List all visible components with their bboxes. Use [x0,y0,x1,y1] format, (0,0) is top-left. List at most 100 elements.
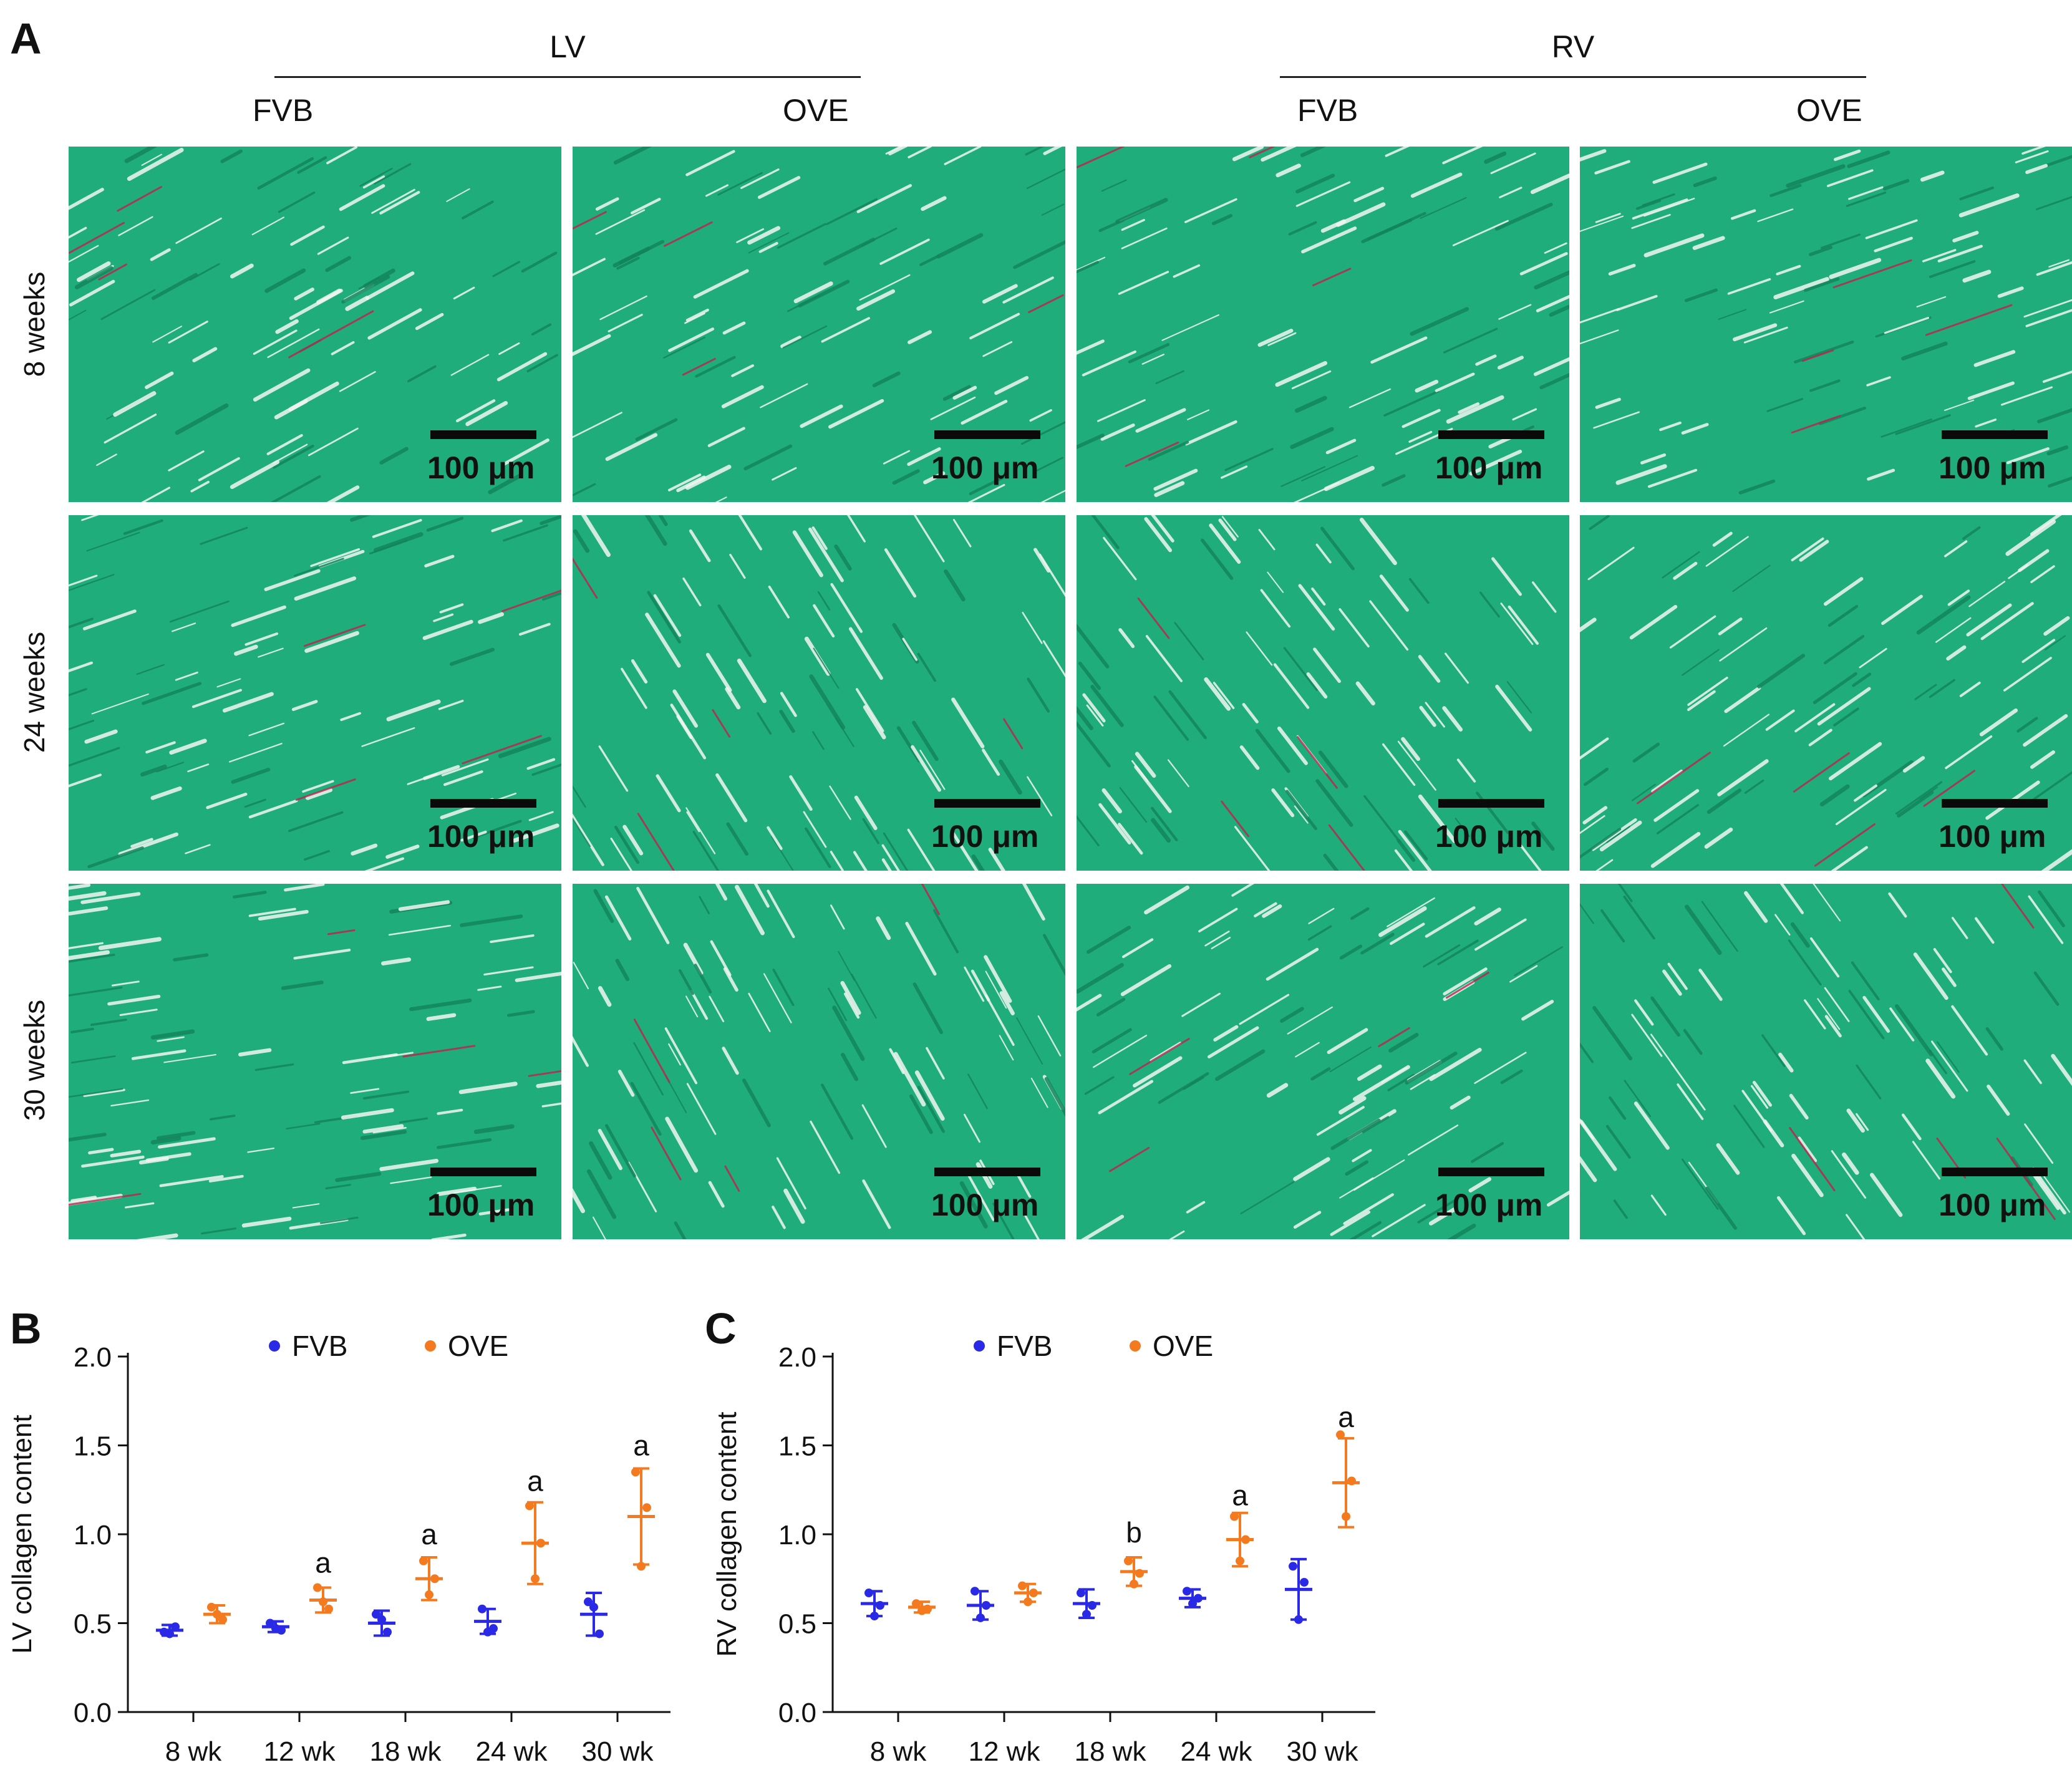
scale-bar-label: 100 μm [1435,1188,1543,1222]
data-point-fvb [1194,1594,1203,1603]
data-point-ove [917,1606,926,1615]
data-point-ove [324,1604,333,1613]
micrograph-rv-ove-30-weeks: 100 μm [1580,884,2072,1239]
data-point-ove [1029,1589,1038,1598]
legend-marker-ove [425,1340,436,1352]
y-tick-label: 0.0 [74,1698,112,1728]
data-point-fvb [171,1622,180,1632]
data-point-ove [419,1556,428,1565]
significance-label: a [1232,1479,1248,1511]
significance-label: a [633,1429,649,1462]
significance-label: a [1338,1401,1354,1433]
scale-bar [1438,799,1544,808]
y-tick-label: 1.0 [74,1520,112,1550]
legend-marker-fvb [269,1340,280,1352]
data-point-ove [218,1615,227,1624]
row-label-8-weeks: 8 weeks [18,271,51,377]
data-point-fvb [1082,1610,1091,1619]
data-point-ove [631,1468,640,1477]
data-point-fvb [864,1589,873,1598]
row-label-24-weeks: 24 weeks [18,631,51,753]
y-tick-label: 1.0 [778,1520,816,1550]
column-label-rv-ove: OVE [1796,93,1862,128]
data-point-ove [1347,1476,1356,1486]
column-label-lv-ove: OVE [783,93,849,128]
data-point-ove [1236,1556,1244,1565]
micrograph-rv-fvb-24-weeks: 100 μm [1077,515,1569,871]
y-tick-label: 1.5 [778,1431,816,1462]
y-tick-label: 0.5 [74,1609,112,1640]
significance-label: b [1126,1516,1142,1549]
chart-rv-svg: 0.0 0.5 1.0 1.5 2.0 RV collagen content 8 wk 12… [712,1330,1375,1767]
data-point-fvb [383,1627,392,1637]
legend-marker-fvb [974,1340,985,1352]
column-label-rv-fvb: FVB [1297,93,1358,128]
data-point-ove [430,1574,439,1584]
micrograph-rv-fvb-8-weeks: 100 μm [1077,147,1569,502]
data-point-fvb [372,1610,380,1619]
scale-bar [430,799,536,808]
micrograph-lv-ove-30-weeks: 100 μm [573,884,1065,1239]
data-point-ove [637,1562,646,1571]
data-point-fvb [595,1629,604,1638]
micrograph-lv-fvb-24-weeks: 100 μm [69,515,561,871]
data-point-ove [525,1501,534,1511]
legend-marker-ove [1130,1340,1141,1352]
data-point-fvb [266,1618,274,1628]
data-point-fvb [165,1629,174,1638]
group-rule-rv [1280,76,1866,78]
group-label-lv: LV [549,29,586,64]
scale-bar [430,430,536,439]
legend-label-fvb: FVB [292,1330,347,1362]
scale-bar-label: 100 μm [931,450,1039,485]
scale-bar [934,799,1040,808]
data-point-fvb [1188,1599,1197,1608]
data-point-fvb [876,1601,884,1610]
y-tick-label: 2.0 [74,1342,112,1373]
data-point-fvb [377,1615,386,1624]
data-point-fvb [1289,1562,1297,1571]
data-point-fvb [271,1624,280,1633]
scale-bar-label: 100 μm [1435,819,1543,854]
scale-bar-label: 100 μm [1939,450,2046,485]
micrograph-lv-fvb-8-weeks: 100 μm [69,147,561,502]
micrograph-lv-ove-24-weeks: 100 μm [573,515,1065,871]
data-point-ove [1230,1512,1239,1521]
scale-bar [1438,430,1544,439]
data-point-ove [642,1503,651,1512]
legend-label-ove: OVE [448,1330,508,1362]
data-point-ove [1018,1581,1027,1590]
scale-bar-label: 100 μm [1939,819,2046,854]
x-tick-label: 24 wk [1181,1736,1253,1767]
micrograph-rv-fvb-30-weeks: 100 μm [1077,884,1569,1239]
y-tick-label: 0.0 [778,1698,816,1728]
significance-label: a [421,1518,437,1550]
data-point-ove [912,1599,921,1608]
y-axis-label: RV collagen content [712,1411,742,1657]
data-point-fvb [1294,1615,1303,1624]
x-tick-label: 8 wk [165,1736,222,1767]
legend-label-ove: OVE [1153,1330,1213,1362]
column-label-lv-fvb: FVB [253,93,314,128]
scale-bar-label: 100 μm [427,450,535,485]
x-tick-label: 30 wk [1287,1736,1359,1767]
x-tick-label: 8 wk [870,1736,927,1767]
data-point-ove [1135,1569,1144,1578]
x-tick-label: 24 wk [476,1736,548,1767]
significance-label: a [315,1547,331,1579]
data-point-fvb [1077,1589,1085,1598]
data-point-fvb [483,1627,492,1637]
micrograph-rv-ove-8-weeks: 100 μm [1580,147,2072,502]
row-label-30-weeks: 30 weeks [18,999,51,1121]
scale-bar-label: 100 μm [931,1188,1039,1222]
data-point-fvb [870,1612,879,1621]
x-tick-label: 30 wk [582,1736,654,1767]
chart-lv-svg: 0.0 0.5 1.0 1.5 2.0 LV collagen content 8 wk 12… [7,1330,670,1767]
y-axis-label: LV collagen content [7,1415,37,1653]
scale-bar-label: 100 μm [1939,1188,2046,1222]
x-tick-label: 18 wk [1075,1736,1147,1767]
group-label-rv: RV [1551,29,1595,64]
chart-lv-collagen: 0.0 0.5 1.0 1.5 2.0 LV collagen content 8 wk 12… [0,1297,692,1785]
data-point-ove [1241,1535,1250,1544]
data-point-fvb [976,1613,985,1622]
